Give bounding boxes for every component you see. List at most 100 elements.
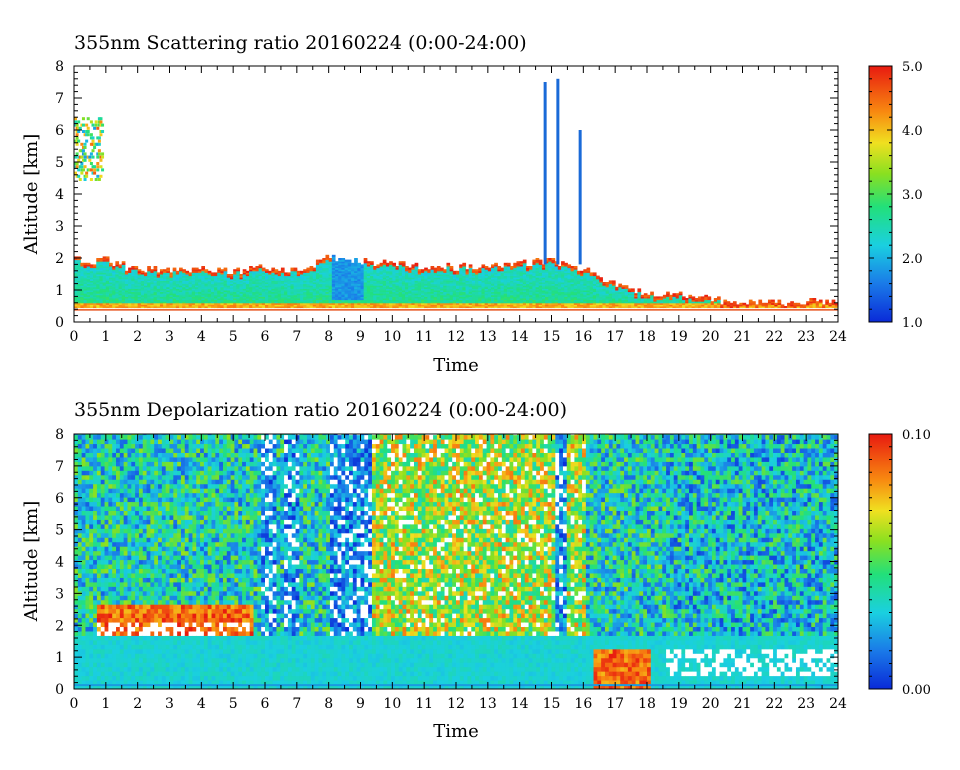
data-cell bbox=[452, 288, 457, 291]
data-cell bbox=[376, 298, 381, 301]
data-cell bbox=[691, 299, 696, 302]
data-cell bbox=[405, 299, 409, 302]
data-cell bbox=[166, 301, 170, 304]
data-cell bbox=[325, 304, 330, 307]
data-cell bbox=[131, 294, 135, 297]
data-cell bbox=[328, 280, 333, 283]
data-cell bbox=[242, 296, 247, 299]
data-cell bbox=[131, 298, 135, 301]
data-cell bbox=[236, 269, 241, 272]
data-cell bbox=[503, 290, 508, 293]
spike-mark bbox=[556, 78, 560, 265]
data-cell bbox=[831, 299, 836, 302]
data-cell bbox=[315, 301, 320, 304]
data-cell bbox=[290, 286, 295, 289]
data-cell bbox=[144, 285, 148, 288]
data-cell bbox=[94, 123, 98, 127]
data-cell bbox=[532, 261, 537, 264]
data-cell bbox=[233, 274, 237, 277]
data-cell bbox=[201, 278, 206, 281]
data-cell bbox=[414, 266, 419, 269]
data-cell bbox=[296, 293, 301, 296]
data-cell bbox=[159, 282, 164, 285]
data-cell bbox=[713, 302, 718, 305]
data-cell bbox=[296, 275, 301, 278]
data-cell bbox=[350, 283, 355, 286]
data-cell bbox=[360, 280, 365, 283]
data-cell bbox=[105, 294, 110, 297]
data-cell bbox=[564, 266, 568, 269]
data-cell bbox=[128, 283, 132, 286]
data-cell bbox=[217, 294, 221, 297]
data-cell bbox=[163, 288, 167, 291]
data-cell bbox=[102, 266, 107, 269]
data-cell bbox=[519, 275, 524, 278]
data-cell bbox=[580, 270, 584, 273]
data-cell bbox=[704, 306, 708, 309]
data-cell bbox=[427, 290, 432, 293]
data-cell bbox=[201, 277, 206, 280]
data-cell bbox=[516, 294, 521, 297]
data-cell bbox=[596, 291, 600, 294]
data-cell bbox=[322, 294, 326, 297]
data-cell bbox=[526, 269, 530, 272]
data-cell bbox=[147, 270, 151, 273]
data-cell bbox=[102, 291, 107, 294]
data-cell bbox=[198, 294, 202, 297]
data-cell bbox=[252, 277, 256, 280]
data-cell bbox=[80, 301, 85, 304]
data-cell bbox=[519, 293, 524, 296]
data-cell bbox=[570, 266, 575, 269]
data-cell bbox=[481, 298, 486, 301]
data-cell bbox=[376, 274, 381, 277]
data-cell bbox=[573, 298, 578, 301]
data-cell bbox=[366, 298, 371, 301]
data-cell bbox=[109, 291, 113, 294]
data-cell bbox=[341, 266, 346, 269]
data-cell bbox=[89, 302, 94, 305]
data-cell bbox=[315, 285, 320, 288]
data-cell bbox=[325, 259, 330, 262]
data-cell bbox=[764, 304, 769, 307]
data-cell bbox=[347, 275, 352, 278]
data-cell bbox=[182, 299, 186, 302]
data-cell bbox=[128, 288, 132, 291]
data-cell bbox=[109, 266, 113, 269]
data-cell bbox=[529, 269, 533, 272]
data-cell bbox=[223, 299, 228, 302]
data-cell bbox=[344, 266, 349, 269]
data-cell bbox=[347, 285, 352, 288]
data-cell bbox=[265, 296, 269, 299]
data-cell bbox=[74, 306, 78, 309]
data-cell bbox=[376, 283, 381, 286]
data-cell bbox=[478, 290, 482, 293]
data-cell bbox=[580, 283, 584, 286]
data-cell bbox=[121, 274, 126, 277]
data-cell bbox=[102, 301, 107, 304]
data-cell bbox=[81, 158, 85, 162]
data-cell bbox=[322, 278, 326, 281]
data-cell bbox=[191, 291, 196, 294]
data-cell bbox=[411, 290, 416, 293]
data-cell bbox=[459, 301, 463, 304]
data-cell bbox=[96, 261, 100, 264]
data-cell bbox=[252, 286, 256, 289]
data-cell bbox=[131, 296, 135, 299]
data-cell bbox=[290, 280, 295, 283]
data-cell bbox=[799, 306, 804, 309]
data-cell bbox=[239, 296, 244, 299]
data-cell bbox=[274, 299, 279, 302]
data-cell bbox=[449, 299, 454, 302]
data-cell bbox=[220, 270, 225, 273]
data-cell bbox=[306, 288, 311, 291]
data-cell bbox=[363, 270, 368, 273]
data-cell bbox=[239, 274, 244, 277]
data-cell bbox=[245, 286, 250, 289]
data-cell bbox=[621, 285, 626, 288]
data-cell bbox=[417, 288, 422, 291]
data-cell bbox=[475, 293, 479, 296]
data-cell bbox=[370, 290, 374, 293]
data-cell bbox=[580, 302, 584, 305]
data-cell bbox=[328, 285, 333, 288]
data-cell bbox=[140, 298, 145, 301]
